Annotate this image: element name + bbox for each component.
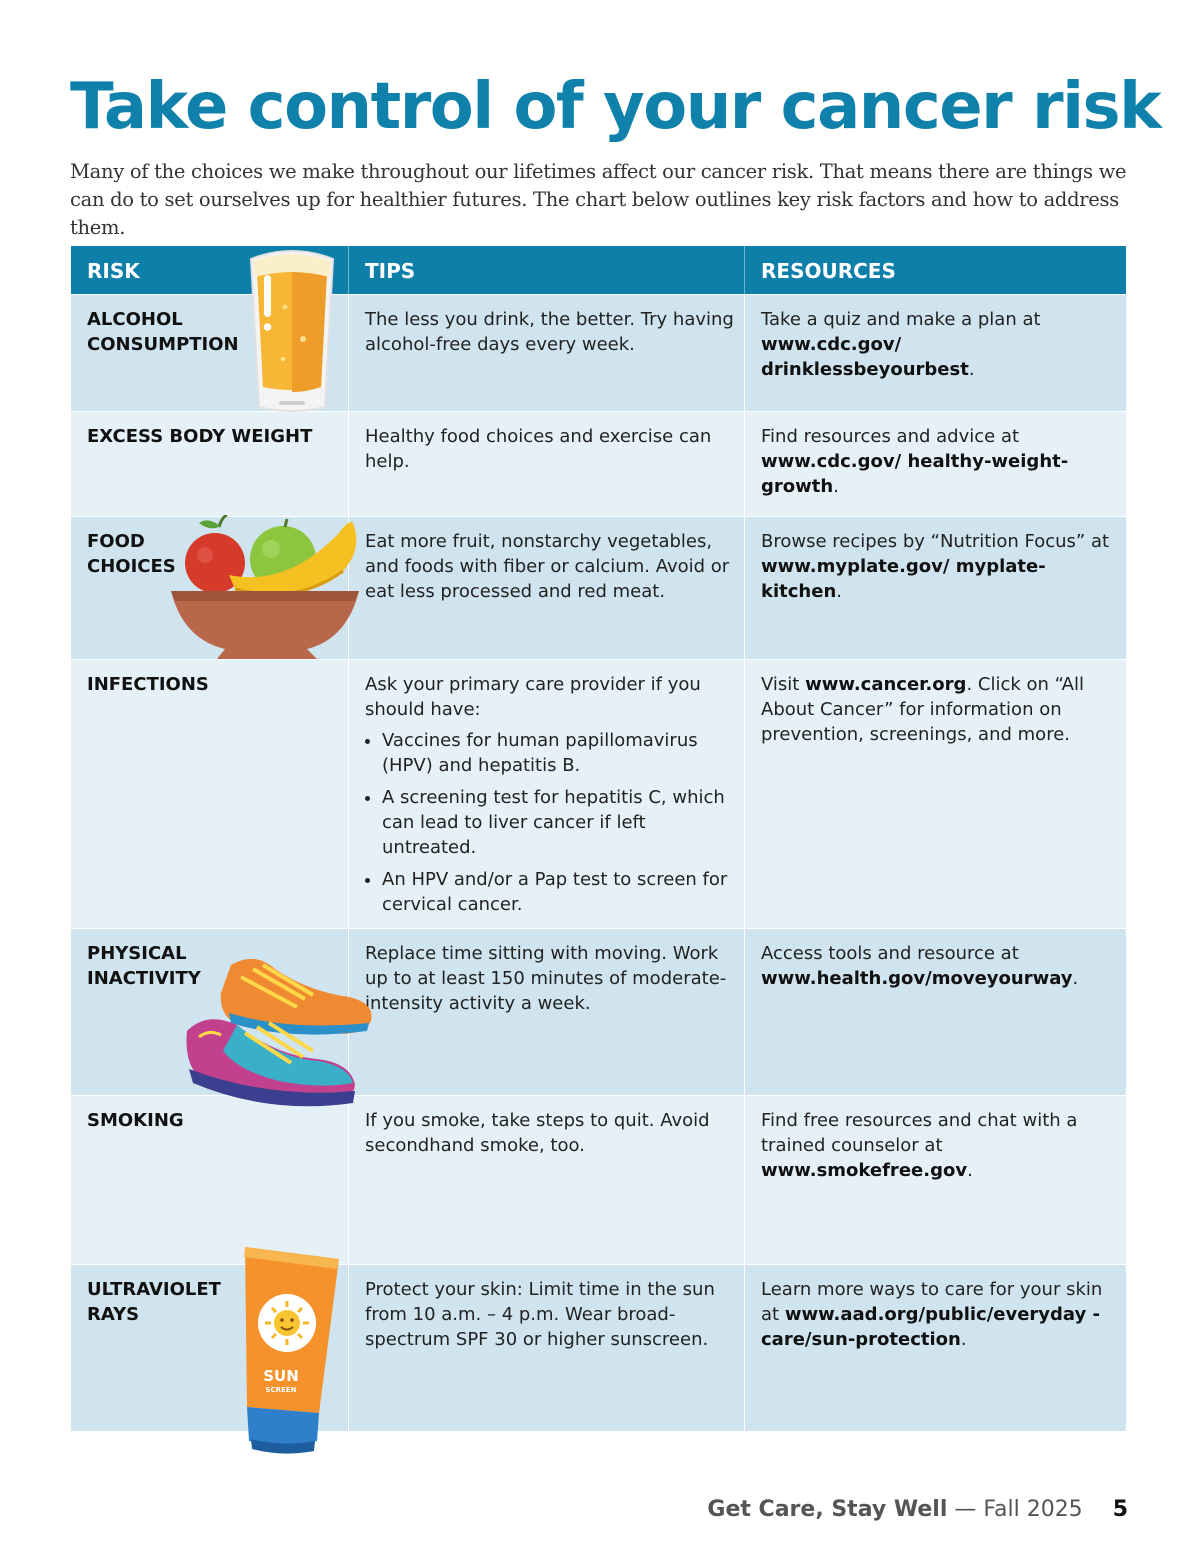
magazine-name: Get Care, Stay Well — [707, 1497, 948, 1522]
tip-text: Protect your skin: Limit time in the sun… — [365, 1279, 715, 1350]
table-row-food: FOOD CHOICES Eat more fruit, nonstarchy … — [71, 515, 1126, 659]
risk-cell: ALCOHOL CONSUMPTION — [71, 250, 349, 412]
resource-link[interactable]: www.cancer.org — [805, 674, 967, 695]
tip-cell: The less you drink, the better. Try havi… — [349, 295, 745, 411]
resource-cell: Take a quiz and make a plan at www.cdc.g… — [745, 295, 1126, 411]
tip-cell: Protect your skin: Limit time in the sun… — [349, 1265, 745, 1431]
resource-link[interactable]: www.cdc.gov/ drinklessbeyourbest — [761, 334, 969, 380]
issue-label: Fall 2025 — [983, 1497, 1083, 1522]
tube-label-screen: SCREEN — [266, 1386, 297, 1394]
resource-link[interactable]: www.cdc.gov/ healthy-weight-growth — [761, 451, 1069, 497]
tip-text: Replace time sitting with moving. Work u… — [365, 943, 727, 1014]
page-footer: Get Care, Stay Well — Fall 2025 5 — [707, 1497, 1128, 1522]
risk-label: EXCESS BODY WEIGHT — [87, 426, 313, 447]
resource-text: Find free resources and chat with a trai… — [761, 1110, 1078, 1181]
resource-text: Take a quiz and make a plan at www.cdc.g… — [761, 309, 1041, 380]
resource-text: Find resources and advice at www.cdc.gov… — [761, 426, 1069, 497]
table-row-infections: INFECTIONS Ask your primary care provide… — [71, 659, 1126, 928]
fruit-bowl-icon — [171, 515, 359, 659]
table-row-alcohol: ALCOHOL CONSUMPTION The less you drink, … — [71, 250, 1126, 412]
resource-cell: Learn more ways to care for your skin at… — [745, 1265, 1126, 1431]
list-item: Vaccines for human papillomavirus (HPV) … — [382, 728, 734, 778]
resource-text: Visit www.cancer.org. Click on “All Abou… — [761, 674, 1084, 745]
tip-cell: Eat more fruit, nonstarchy vegetables, a… — [349, 517, 745, 659]
sunscreen-tube-icon: SUN SCREEN — [244, 1247, 339, 1454]
risk-label: ALCOHOL CONSUMPTION — [87, 309, 239, 355]
resource-text: Access tools and resource at www.health.… — [761, 943, 1079, 989]
risk-table: RISK TIPS RESOURCES ALCOHOL CONSUMPTION … — [71, 246, 1126, 1454]
footer-separator: — — [947, 1497, 984, 1522]
header-tips: TIPS — [349, 246, 745, 294]
risk-cell: EXCESS BODY WEIGHT — [71, 412, 349, 516]
sneakers-icon — [186, 958, 372, 1107]
resource-text: Browse recipes by “Nutrition Focus” at w… — [761, 531, 1110, 602]
tip-text: The less you drink, the better. Try havi… — [365, 309, 734, 355]
tip-bullet-list: Vaccines for human papillomavirus (HPV) … — [365, 728, 734, 917]
header-risk: RISK — [71, 246, 349, 294]
intro-paragraph: Many of the choices we make throughout o… — [70, 160, 1127, 239]
resource-cell: Find free resources and chat with a trai… — [745, 1096, 1126, 1264]
risk-cell: INFECTIONS — [71, 660, 349, 928]
resource-link[interactable]: www.smokefree.gov — [761, 1160, 968, 1181]
resource-link[interactable]: www.aad.org/public/everyday -care/sun-pr… — [761, 1304, 1100, 1350]
risk-cell: FOOD CHOICES — [71, 515, 359, 659]
tip-text: Eat more fruit, nonstarchy vegetables, a… — [365, 531, 730, 602]
risk-cell: SMOKING — [71, 1096, 349, 1264]
list-item: A screening test for hepatitis C, which … — [382, 785, 734, 860]
tube-label-sun: SUN — [263, 1367, 299, 1385]
risk-cell: PHYSICAL INACTIVITY — [71, 929, 372, 1107]
beer-glass-icon — [249, 250, 335, 412]
header-resources: RESOURCES — [761, 259, 896, 283]
tip-cell: Ask your primary care provider if you sh… — [349, 660, 745, 928]
tip-text: Healthy food choices and exercise can he… — [365, 426, 712, 472]
resource-link[interactable]: www.health.gov/moveyourway — [761, 968, 1073, 989]
tip-cell: Healthy food choices and exercise can he… — [349, 412, 745, 516]
risk-cell: ULTRAVIOLET RAYS SUN SCREEN — [71, 1247, 349, 1454]
table-header: RISK TIPS RESOURCES — [71, 246, 1126, 294]
risk-label: PHYSICAL INACTIVITY — [87, 943, 201, 989]
tip-text: Ask your primary care provider if you sh… — [365, 674, 701, 720]
resource-cell: Access tools and resource at www.health.… — [745, 929, 1126, 1095]
list-item: An HPV and/or a Pap test to screen for c… — [382, 867, 734, 917]
risk-label: SMOKING — [87, 1110, 184, 1131]
tip-text: If you smoke, take steps to quit. Avoid … — [365, 1110, 710, 1156]
resource-cell: Browse recipes by “Nutrition Focus” at w… — [745, 517, 1126, 659]
risk-label: INFECTIONS — [87, 674, 209, 695]
resource-link[interactable]: www.myplate.gov/ myplate-kitchen — [761, 556, 1046, 602]
table-row-ultraviolet: ULTRAVIOLET RAYS SUN SCREEN — [71, 1247, 1126, 1454]
resource-cell: Find resources and advice at www.cdc.gov… — [745, 412, 1126, 516]
resource-cell: Visit www.cancer.org. Click on “All Abou… — [745, 660, 1126, 928]
tip-cell: If you smoke, take steps to quit. Avoid … — [349, 1096, 745, 1264]
risk-label: FOOD CHOICES — [87, 531, 176, 577]
tip-cell: Replace time sitting with moving. Work u… — [349, 929, 745, 1095]
page-number: 5 — [1112, 1497, 1128, 1522]
resource-text: Learn more ways to care for your skin at… — [761, 1279, 1103, 1350]
table-row-physical-inactivity: PHYSICAL INACTIVITY Replace time sitting… — [71, 928, 1126, 1107]
table-row-smoking: SMOKING If you smoke, take steps to quit… — [71, 1095, 1126, 1264]
risk-label: ULTRAVIOLET RAYS — [87, 1279, 221, 1325]
page-title: Take control of your cancer risk — [70, 70, 1162, 144]
table-row-body-weight: EXCESS BODY WEIGHT Healthy food choices … — [71, 411, 1126, 516]
